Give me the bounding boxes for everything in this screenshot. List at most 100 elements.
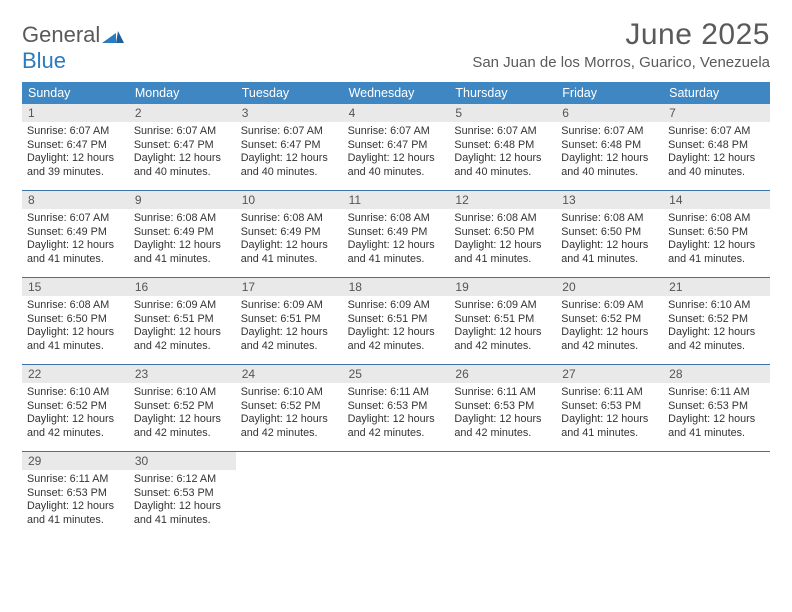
day-info: Sunrise: 6:09 AMSunset: 6:51 PMDaylight:…: [129, 296, 236, 357]
day-number: 16: [129, 278, 236, 296]
sunset-line: Sunset: 6:50 PM: [454, 226, 551, 239]
sunrise-line: Sunrise: 6:07 AM: [668, 125, 765, 138]
day-number: 18: [343, 278, 450, 296]
day-number: 13: [556, 191, 663, 209]
sunrise-line: Sunrise: 6:11 AM: [348, 386, 445, 399]
calendar-day: 18Sunrise: 6:09 AMSunset: 6:51 PMDayligh…: [343, 278, 450, 364]
daylight-line: Daylight: 12 hours and 42 minutes.: [134, 413, 231, 440]
day-info: Sunrise: 6:08 AMSunset: 6:50 PMDaylight:…: [663, 209, 770, 270]
sunset-line: Sunset: 6:47 PM: [241, 139, 338, 152]
daylight-line: Daylight: 12 hours and 41 minutes.: [348, 239, 445, 266]
sunrise-line: Sunrise: 6:07 AM: [241, 125, 338, 138]
day-number: 25: [343, 365, 450, 383]
sunset-line: Sunset: 6:53 PM: [134, 487, 231, 500]
calendar-day: 21Sunrise: 6:10 AMSunset: 6:52 PMDayligh…: [663, 278, 770, 364]
daylight-line: Daylight: 12 hours and 41 minutes.: [668, 239, 765, 266]
sunrise-line: Sunrise: 6:08 AM: [134, 212, 231, 225]
day-number: 7: [663, 104, 770, 122]
weekday-friday: Friday: [556, 82, 663, 104]
logo-word-blue: Blue: [22, 48, 66, 73]
sunrise-line: Sunrise: 6:07 AM: [27, 212, 124, 225]
daylight-line: Daylight: 12 hours and 40 minutes.: [668, 152, 765, 179]
day-info: Sunrise: 6:08 AMSunset: 6:49 PMDaylight:…: [129, 209, 236, 270]
day-info: Sunrise: 6:08 AMSunset: 6:49 PMDaylight:…: [236, 209, 343, 270]
day-info: Sunrise: 6:07 AMSunset: 6:48 PMDaylight:…: [556, 122, 663, 183]
day-number: 20: [556, 278, 663, 296]
day-info: Sunrise: 6:10 AMSunset: 6:52 PMDaylight:…: [129, 383, 236, 444]
sunset-line: Sunset: 6:47 PM: [27, 139, 124, 152]
sunrise-line: Sunrise: 6:09 AM: [454, 299, 551, 312]
day-info: Sunrise: 6:07 AMSunset: 6:48 PMDaylight:…: [449, 122, 556, 183]
daylight-line: Daylight: 12 hours and 41 minutes.: [27, 500, 124, 527]
day-info: Sunrise: 6:07 AMSunset: 6:47 PMDaylight:…: [343, 122, 450, 183]
sunset-line: Sunset: 6:53 PM: [668, 400, 765, 413]
sunset-line: Sunset: 6:52 PM: [668, 313, 765, 326]
day-info: Sunrise: 6:07 AMSunset: 6:47 PMDaylight:…: [129, 122, 236, 183]
daylight-line: Daylight: 12 hours and 41 minutes.: [454, 239, 551, 266]
calendar-week: 22Sunrise: 6:10 AMSunset: 6:52 PMDayligh…: [22, 364, 770, 451]
day-number: 12: [449, 191, 556, 209]
sunset-line: Sunset: 6:47 PM: [134, 139, 231, 152]
daylight-line: Daylight: 12 hours and 41 minutes.: [561, 413, 658, 440]
day-number: 30: [129, 452, 236, 470]
sunset-line: Sunset: 6:49 PM: [241, 226, 338, 239]
day-number: 17: [236, 278, 343, 296]
day-info: Sunrise: 6:08 AMSunset: 6:50 PMDaylight:…: [556, 209, 663, 270]
day-info: Sunrise: 6:09 AMSunset: 6:51 PMDaylight:…: [449, 296, 556, 357]
title-block: June 2025 San Juan de los Morros, Guaric…: [472, 18, 770, 71]
sunset-line: Sunset: 6:51 PM: [454, 313, 551, 326]
daylight-line: Daylight: 12 hours and 41 minutes.: [241, 239, 338, 266]
daylight-line: Daylight: 12 hours and 39 minutes.: [27, 152, 124, 179]
calendar-day: 3Sunrise: 6:07 AMSunset: 6:47 PMDaylight…: [236, 104, 343, 190]
day-info: Sunrise: 6:07 AMSunset: 6:47 PMDaylight:…: [236, 122, 343, 183]
calendar-day: 23Sunrise: 6:10 AMSunset: 6:52 PMDayligh…: [129, 365, 236, 451]
day-info: Sunrise: 6:11 AMSunset: 6:53 PMDaylight:…: [449, 383, 556, 444]
day-number: 27: [556, 365, 663, 383]
calendar-day: 4Sunrise: 6:07 AMSunset: 6:47 PMDaylight…: [343, 104, 450, 190]
logo-word-general: General: [22, 22, 100, 47]
sunset-line: Sunset: 6:49 PM: [27, 226, 124, 239]
header: General Blue June 2025 San Juan de los M…: [22, 18, 770, 74]
sunset-line: Sunset: 6:53 PM: [561, 400, 658, 413]
sunset-line: Sunset: 6:48 PM: [668, 139, 765, 152]
calendar: Sunday Monday Tuesday Wednesday Thursday…: [22, 82, 770, 538]
day-number: 9: [129, 191, 236, 209]
daylight-line: Daylight: 12 hours and 41 minutes.: [134, 239, 231, 266]
calendar-day: 1Sunrise: 6:07 AMSunset: 6:47 PMDaylight…: [22, 104, 129, 190]
sunrise-line: Sunrise: 6:08 AM: [348, 212, 445, 225]
location-text: San Juan de los Morros, Guarico, Venezue…: [472, 54, 770, 71]
day-number: 10: [236, 191, 343, 209]
daylight-line: Daylight: 12 hours and 41 minutes.: [27, 326, 124, 353]
day-number: 8: [22, 191, 129, 209]
sunrise-line: Sunrise: 6:08 AM: [241, 212, 338, 225]
day-info: Sunrise: 6:10 AMSunset: 6:52 PMDaylight:…: [22, 383, 129, 444]
sunset-line: Sunset: 6:53 PM: [348, 400, 445, 413]
sunset-line: Sunset: 6:50 PM: [668, 226, 765, 239]
calendar-day-empty: ..: [556, 452, 663, 538]
sunrise-line: Sunrise: 6:11 AM: [454, 386, 551, 399]
day-info: Sunrise: 6:08 AMSunset: 6:49 PMDaylight:…: [343, 209, 450, 270]
daylight-line: Daylight: 12 hours and 42 minutes.: [561, 326, 658, 353]
sunset-line: Sunset: 6:52 PM: [241, 400, 338, 413]
daylight-line: Daylight: 12 hours and 41 minutes.: [27, 239, 124, 266]
day-number: 21: [663, 278, 770, 296]
calendar-day-empty: ..: [449, 452, 556, 538]
sunrise-line: Sunrise: 6:09 AM: [134, 299, 231, 312]
daylight-line: Daylight: 12 hours and 40 minutes.: [561, 152, 658, 179]
page: General Blue June 2025 San Juan de los M…: [0, 0, 792, 538]
sunrise-line: Sunrise: 6:07 AM: [454, 125, 551, 138]
day-info: Sunrise: 6:11 AMSunset: 6:53 PMDaylight:…: [22, 470, 129, 531]
weekday-thursday: Thursday: [449, 82, 556, 104]
calendar-day: 25Sunrise: 6:11 AMSunset: 6:53 PMDayligh…: [343, 365, 450, 451]
daylight-line: Daylight: 12 hours and 41 minutes.: [134, 500, 231, 527]
day-number: 22: [22, 365, 129, 383]
sunrise-line: Sunrise: 6:11 AM: [27, 473, 124, 486]
calendar-day: 15Sunrise: 6:08 AMSunset: 6:50 PMDayligh…: [22, 278, 129, 364]
day-number: 2: [129, 104, 236, 122]
sunset-line: Sunset: 6:53 PM: [27, 487, 124, 500]
calendar-day: 30Sunrise: 6:12 AMSunset: 6:53 PMDayligh…: [129, 452, 236, 538]
sunset-line: Sunset: 6:50 PM: [561, 226, 658, 239]
calendar-week: 1Sunrise: 6:07 AMSunset: 6:47 PMDaylight…: [22, 104, 770, 190]
sunrise-line: Sunrise: 6:11 AM: [561, 386, 658, 399]
sunrise-line: Sunrise: 6:10 AM: [668, 299, 765, 312]
